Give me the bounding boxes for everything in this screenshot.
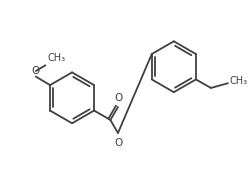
Text: O: O [115,93,123,103]
Text: O: O [115,138,123,148]
Text: CH₃: CH₃ [47,53,65,63]
Text: O: O [32,66,40,76]
Text: CH₃: CH₃ [230,76,248,86]
